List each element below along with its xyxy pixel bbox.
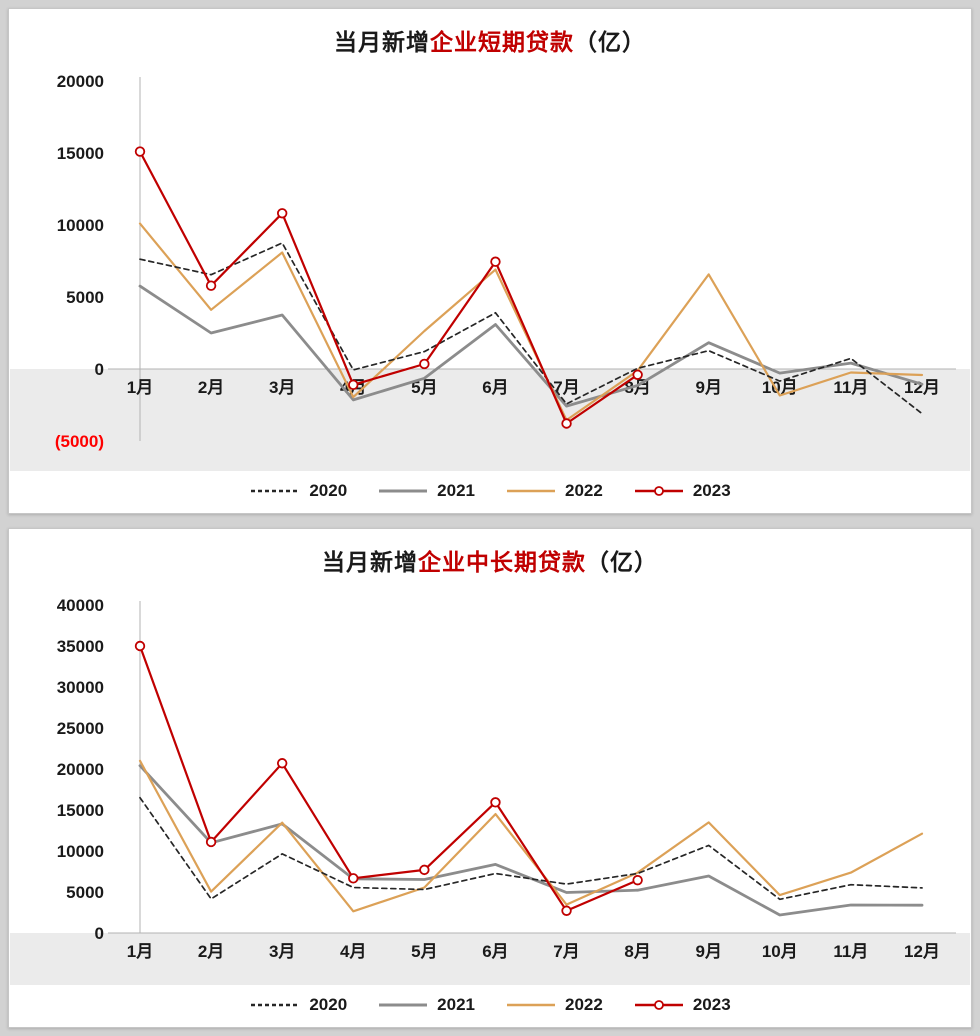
line-chart-short-term-loans: 20000150001000050000(5000)1月2月3月4月5月6月7月… (10, 72, 970, 471)
svg-text:5000: 5000 (66, 883, 104, 902)
svg-text:5月: 5月 (411, 942, 437, 961)
legend-item-2020: 2020 (249, 995, 347, 1015)
legend-medium-long-term: 2020 2021 2022 2023 (9, 995, 971, 1015)
svg-text:7月: 7月 (553, 942, 579, 961)
legend-item-2021: 2021 (377, 481, 475, 501)
legend-item-2021: 2021 (377, 995, 475, 1015)
legend-item-2023: 2023 (633, 995, 731, 1015)
svg-text:9月: 9月 (695, 942, 721, 961)
svg-text:1月: 1月 (127, 378, 153, 397)
legend-short-term: 2020 2021 2022 2023 (9, 481, 971, 501)
svg-text:2月: 2月 (198, 378, 224, 397)
legend-swatch-2022-orange-line (505, 484, 557, 498)
legend-label-2020: 2020 (309, 481, 348, 500)
legend-label-2021: 2021 (437, 995, 475, 1014)
legend-swatch-2022-orange-line (505, 998, 557, 1012)
chart-panel-short-term-loans: 当月新增企业短期贷款（亿） 20000 15000 10000 5000 0 (5000)… (8, 8, 972, 514)
svg-text:10月: 10月 (762, 942, 798, 961)
chart-title-short-term: 当月新增企业短期贷款（亿） (9, 23, 971, 57)
chart-title-medium-long-term: 当月新增企业中长期贷款（亿） (9, 543, 971, 577)
legend-swatch-2023-red-marker-line (633, 484, 685, 498)
svg-text:10000: 10000 (57, 216, 104, 235)
legend-label-2022: 2022 (565, 481, 603, 500)
legend-label-2020: 2020 (309, 995, 348, 1014)
svg-text:9月: 9月 (695, 378, 721, 397)
svg-text:6月: 6月 (482, 942, 508, 961)
svg-text:11月: 11月 (833, 942, 868, 961)
title-highlight: 企业短期贷款 (430, 29, 574, 55)
svg-text:3月: 3月 (269, 942, 295, 961)
title-suffix: （亿） (586, 549, 658, 575)
legend-swatch-2020-dashed-line (249, 484, 301, 498)
svg-text:15000: 15000 (57, 801, 104, 820)
svg-text:4月: 4月 (340, 942, 366, 961)
title-prefix: 当月新增 (334, 29, 430, 55)
svg-text:11月: 11月 (833, 378, 868, 397)
legend-label-2021: 2021 (437, 481, 475, 500)
legend-swatch-2023-red-marker-line (633, 998, 685, 1012)
line-chart-medium-long-term-loans: 40000 35000 30000 25000 20000 15000 10000 5000 0… (10, 596, 970, 985)
svg-text:15000: 15000 (57, 144, 104, 163)
legend-swatch-2020-dashed-line (249, 998, 301, 1012)
svg-text:3月: 3月 (269, 378, 295, 397)
legend-label-2023: 2023 (692, 481, 731, 500)
title-suffix: （亿） (574, 29, 646, 55)
svg-text:10000: 10000 (57, 842, 104, 861)
legend-label-2023: 2023 (692, 995, 731, 1014)
svg-text:6月: 6月 (482, 378, 508, 397)
legend-item-2022: 2022 (505, 995, 603, 1015)
title-prefix: 当月新增 (322, 549, 418, 575)
chart-panel-medium-long-term-loans: 当月新增企业中长期贷款（亿） 40000 35000 30000 25000 20000… (8, 528, 972, 1028)
svg-text:7月: 7月 (553, 378, 579, 397)
svg-text:2月: 2月 (198, 942, 224, 961)
svg-text:1月: 1月 (127, 942, 153, 961)
title-highlight: 企业中长期贷款 (418, 549, 586, 575)
svg-text:35000: 35000 (57, 637, 104, 656)
svg-text:(5000): (5000) (55, 432, 104, 451)
svg-text:5000: 5000 (66, 288, 104, 307)
legend-label-2022: 2022 (565, 995, 603, 1014)
legend-swatch-2021-gray-line (377, 998, 429, 1012)
svg-text:40000: 40000 (57, 596, 104, 615)
svg-text:8月: 8月 (624, 942, 650, 961)
legend-item-2022: 2022 (505, 481, 603, 501)
svg-text:5月: 5月 (411, 378, 437, 397)
svg-text:25000: 25000 (57, 719, 104, 738)
legend-item-2023: 2023 (633, 481, 731, 501)
svg-text:12月: 12月 (904, 942, 940, 961)
svg-text:20000: 20000 (57, 72, 104, 91)
legend-swatch-2021-gray-line (377, 484, 429, 498)
svg-text:20000: 20000 (57, 760, 104, 779)
svg-text:0: 0 (95, 360, 104, 379)
legend-item-2020: 2020 (249, 481, 347, 501)
svg-text:0: 0 (95, 924, 104, 943)
svg-text:30000: 30000 (57, 678, 104, 697)
